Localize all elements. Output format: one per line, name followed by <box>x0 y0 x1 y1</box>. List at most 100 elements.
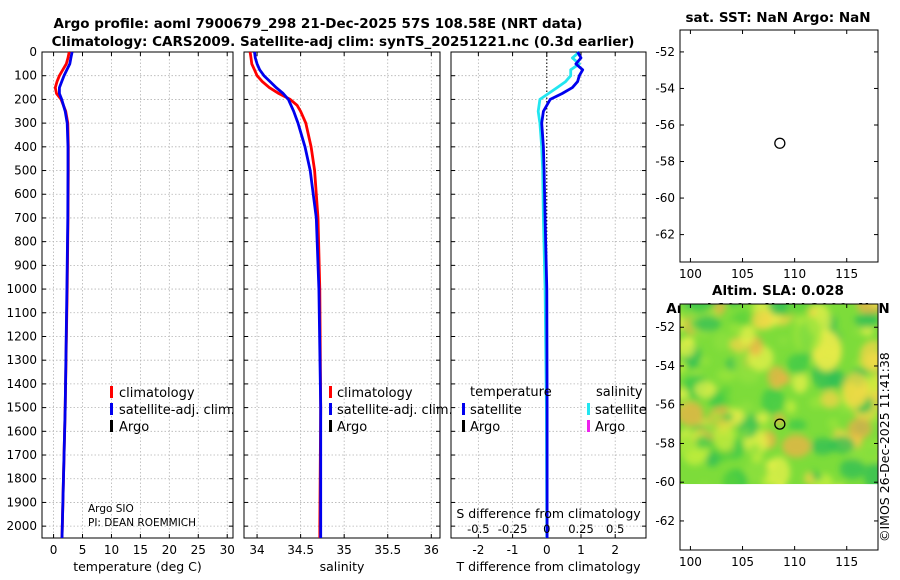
sla-field-cell <box>724 408 745 426</box>
sla-field-cell <box>751 310 773 330</box>
y-tick-label: 0 <box>29 45 37 59</box>
sla-field-cell <box>853 324 862 336</box>
map-x-tick-label: 115 <box>835 555 858 569</box>
y-tick-label: 400 <box>14 140 37 154</box>
sla-title: Altim. SLA: 0.028 <box>712 283 844 299</box>
y-tick-label: 1800 <box>6 472 37 486</box>
sla-field-cell <box>827 418 839 429</box>
watermark: ©IMOS 26-Dec-2025 11:41:38 <box>877 352 892 542</box>
series-salinity-difference <box>536 50 581 538</box>
series-temperature-satellite-adj <box>58 51 74 539</box>
sla-field-cell <box>705 451 720 467</box>
s-tick-label: 0.5 <box>606 522 624 536</box>
sla-field-cell <box>875 345 878 353</box>
map-y-tick-label: -62 <box>655 228 675 242</box>
y-tick-label: 1200 <box>6 329 37 343</box>
s-tick-label: -0.5 <box>467 522 489 536</box>
x-tick-label: 20 <box>162 543 177 557</box>
sla-field-cell <box>808 307 817 318</box>
sla-field-cell <box>791 371 809 394</box>
sla-field-cell <box>711 412 723 423</box>
y-tick-label: 1600 <box>6 424 37 438</box>
x-tick-label: 34.5 <box>287 543 314 557</box>
y-tick-label: 300 <box>14 116 37 130</box>
sla-field-cell <box>739 325 756 346</box>
legend-argo: Argo <box>119 420 149 435</box>
sla-field-cell <box>703 421 719 434</box>
sla-field-cell <box>755 412 770 423</box>
x-tick-label: -2 <box>472 543 484 557</box>
y-tick-label: 1300 <box>6 353 37 367</box>
legend-swatch-satellite-adj <box>110 403 113 415</box>
x-tick-label: 15 <box>133 543 148 557</box>
title-line-2: Climatology: CARS2009. Satellite-adj cli… <box>52 34 635 50</box>
map-x-tick-label: 110 <box>783 267 806 281</box>
series-salinity-climatology <box>248 51 323 538</box>
legend-s-satellite: satellite <box>595 403 647 418</box>
y-tick-label: 600 <box>14 187 37 201</box>
map-y-tick-label: -56 <box>655 118 675 132</box>
sla-field-cell <box>854 312 878 329</box>
salinity-legend: climatology satellite-adj. clim. Argo <box>329 386 453 435</box>
map-y-tick-label: -54 <box>655 81 675 95</box>
sla-field-cell <box>687 304 713 314</box>
x-tick-label: 25 <box>191 543 206 557</box>
legend-swatch-t-argo <box>462 420 465 432</box>
sla-map-panel: -52 -54 -56 -58 -60 -62 100 105 110 115 <box>655 303 879 569</box>
map-x-tick-label: 110 <box>783 555 806 569</box>
y-tick-label: 2000 <box>6 519 37 533</box>
y-tick-label: 1000 <box>6 282 37 296</box>
y-tick-label: 200 <box>14 92 37 106</box>
map-y-tick-label: -58 <box>655 155 675 169</box>
y-tick-label: 100 <box>14 69 37 83</box>
legend-swatch-t-satellite <box>462 403 465 415</box>
sla-field-cell <box>694 315 721 332</box>
sla-field-cell <box>787 353 809 375</box>
map-y-tick-label: -60 <box>655 475 675 489</box>
title-line-1: Argo profile: aoml 7900679_298 21-Dec-20… <box>54 16 583 32</box>
sla-field-cell <box>859 340 878 373</box>
map-y-tick-label: -60 <box>655 191 675 205</box>
sla-field-cell <box>842 372 869 408</box>
sla-field-cell <box>743 461 767 483</box>
sla-field <box>680 304 878 485</box>
sla-field-texture <box>680 304 878 485</box>
sla-field-cell <box>787 419 807 431</box>
temperature-panel: 0100200300400500600700800900100011001200… <box>6 45 234 574</box>
sla-field-cell <box>862 439 878 464</box>
plot-frame <box>41 51 234 539</box>
map-frame <box>679 303 879 551</box>
argo-location-marker <box>774 418 786 430</box>
legend-swatch-climatology-s <box>329 386 332 398</box>
map-x-tick-label: 100 <box>679 555 702 569</box>
map-y-tick-label: -62 <box>655 514 675 528</box>
s-tick-label: 0 <box>543 522 550 536</box>
map-x-tick-label: 105 <box>731 555 754 569</box>
sla-field-cell <box>785 400 797 414</box>
legend-swatch-s-argo <box>587 420 590 432</box>
y-tick-label: 1700 <box>6 448 37 462</box>
legend-swatch-argo-s <box>329 420 332 432</box>
s-tick-label: -0.25 <box>498 522 528 536</box>
sla-field-cell <box>778 336 789 345</box>
sla-field-cell <box>767 365 786 388</box>
sla-field-cell <box>694 381 717 398</box>
legend-satellite-adj-s: satellite-adj. clim. <box>337 403 453 418</box>
sla-field-cell <box>847 418 872 440</box>
map-y-tick-label: -54 <box>655 359 675 373</box>
difference-panel: -2 -1 0 1 2 T difference from climatology S di… <box>450 50 647 574</box>
map-y-tick-label: -56 <box>655 398 675 412</box>
x-tick-label: 0 <box>543 543 551 557</box>
sla-field-cell <box>713 422 736 451</box>
legend-climatology-s: climatology <box>337 386 413 401</box>
x-axis-label: T difference from climatology <box>455 559 641 574</box>
argo-location-marker <box>774 137 786 149</box>
credit-pi: PI: DEAN ROEMMICH <box>88 517 196 529</box>
sla-field-cell <box>809 396 823 409</box>
sla-field-cell <box>683 337 695 345</box>
map-y-tick-label: -52 <box>655 320 675 334</box>
x-tick-label: 35.5 <box>374 543 401 557</box>
legend-t-satellite: satellite <box>470 403 522 418</box>
y-tick-label: 1100 <box>6 306 37 320</box>
